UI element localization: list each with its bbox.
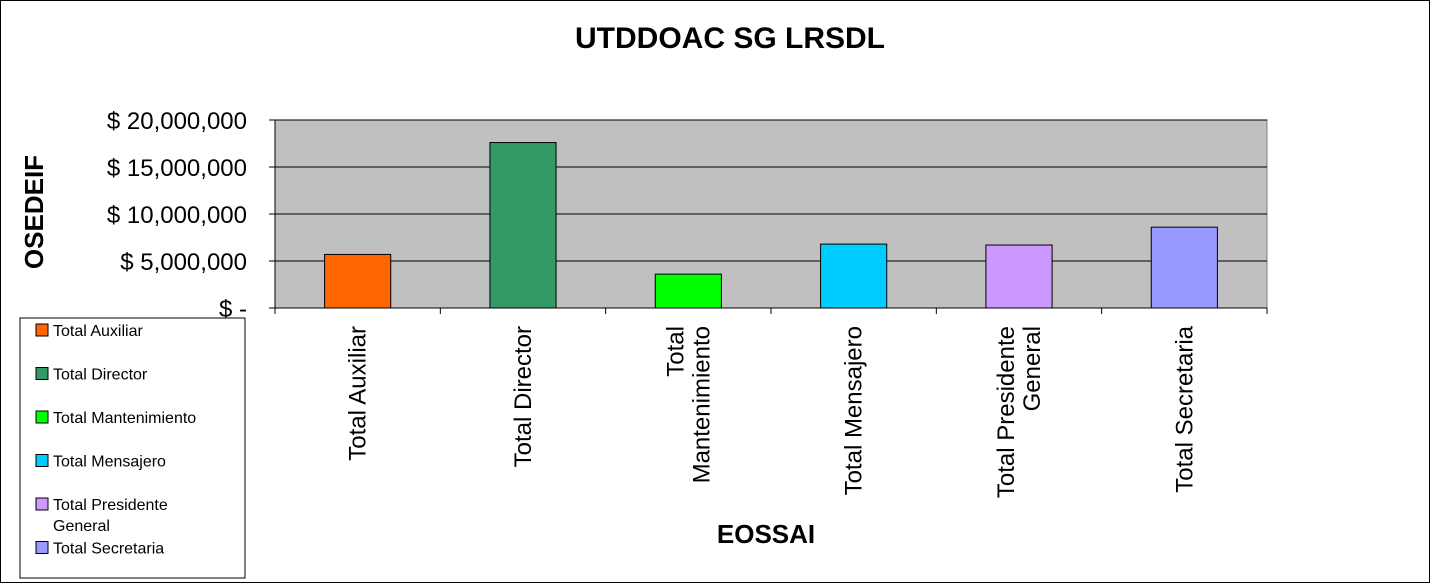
x-category-label: General [1019,326,1046,411]
x-category-label: Total Secretaria [1171,325,1198,492]
bar [489,142,557,309]
gridlines [275,119,1267,262]
legend-label: Total Presidente [53,497,168,514]
legend-label: Total Mensajero [53,454,166,471]
x-category-label: Mantenimiento [688,326,715,483]
legend-label: Total Secretaria [53,541,164,558]
legend-swatch [35,497,49,511]
legend-swatch [35,367,49,380]
bar [985,244,1053,309]
bar [1150,226,1218,309]
y-tick-labels: $ -$ 5,000,000$ 10,000,000$ 15,000,000$ … [107,108,247,323]
legend-swatch [35,541,49,554]
legend-label: General [53,518,110,535]
legend: Total Auxiliar Total Director Total Manten… [19,317,246,579]
axes [269,119,1268,314]
y-tick-label: $ 15,000,000 [107,155,247,182]
y-tick-label: $ 5,000,000 [120,249,247,276]
x-category-label: Total [662,326,689,377]
legend-swatch [35,454,49,467]
x-category-labels: Total Auxiliar Total Director Total Manteni… [345,325,1199,498]
legend-swatch [35,410,49,424]
legend-box [19,317,246,579]
y-tick-label: $ 20,000,000 [107,108,247,135]
x-category-label: Total Presidente [993,326,1020,498]
legend-swatch [35,323,49,337]
y-axis-title: OSEDEIF [19,155,49,269]
legend-label: Total Director [53,367,148,384]
legend-label: Total Auxiliar [53,323,143,340]
x-axis-title: EOSSAI [717,519,815,549]
legend-label: Total Mantenimiento [53,410,196,427]
x-category-label: Total Mensajero [841,326,868,495]
x-category-label: Total Auxiliar [345,326,372,461]
bar [324,253,392,309]
bar [820,243,888,309]
bars [324,142,1218,309]
chart-title: UTDDOAC SG LRSDL [575,22,885,55]
x-category-label: Total Director [510,326,537,467]
bar [654,273,722,309]
y-tick-label: $ 10,000,000 [107,202,247,229]
